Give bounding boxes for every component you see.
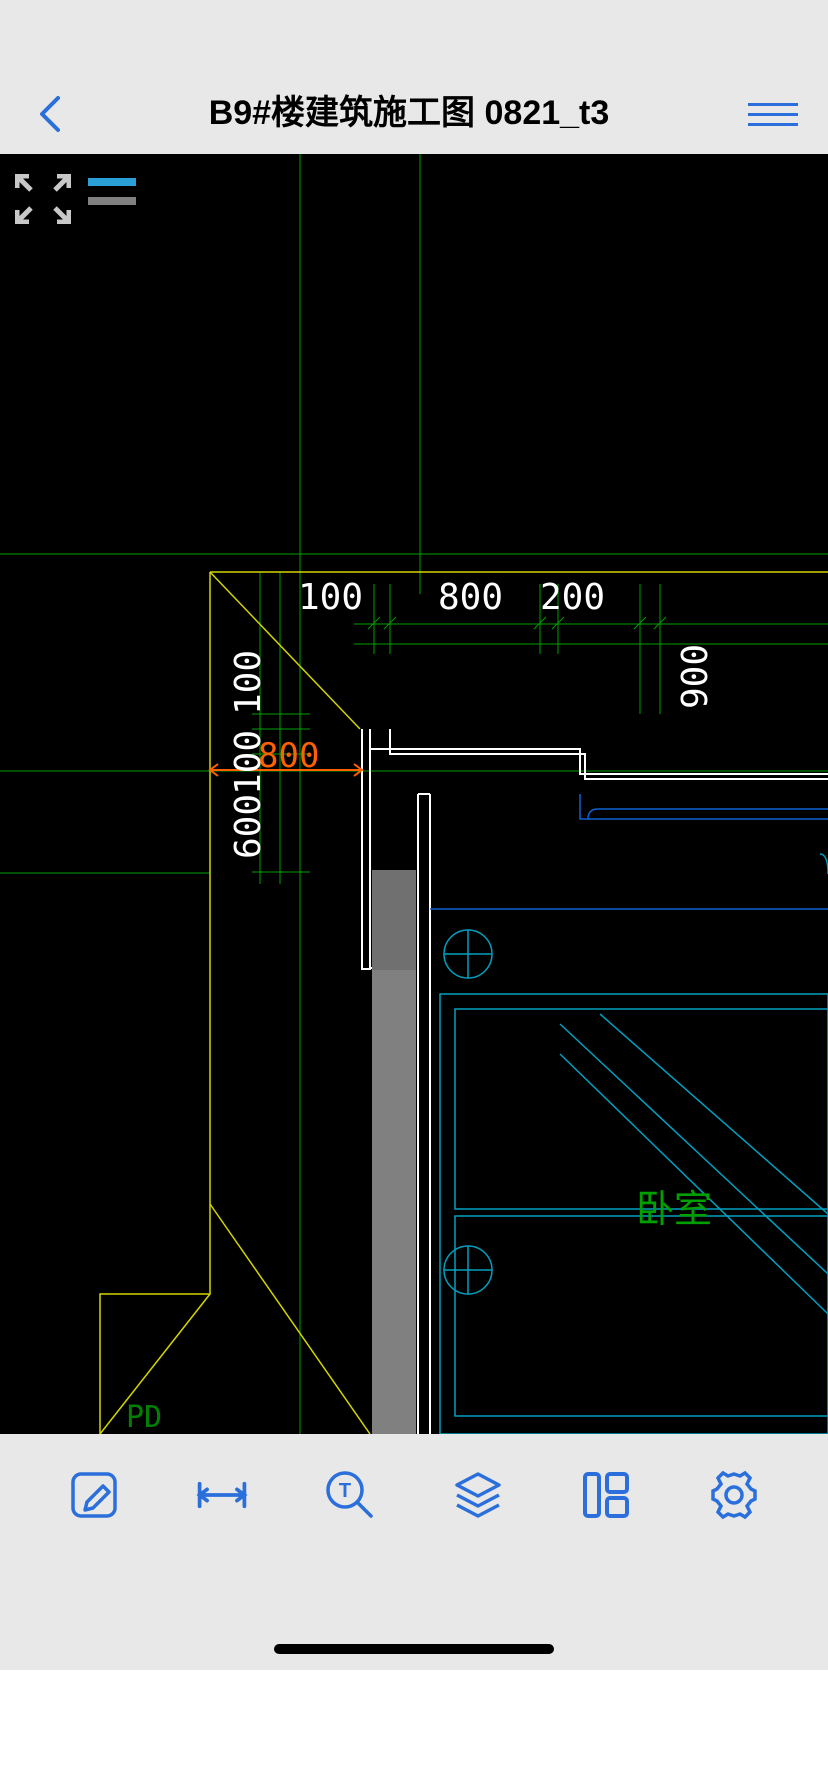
measure-button[interactable]	[194, 1467, 250, 1523]
dim-label: 600	[228, 794, 269, 859]
header-bar: B9#楼建筑施工图 0821_t3	[0, 0, 828, 154]
dim-label: 200	[540, 577, 605, 618]
cad-drawing	[0, 154, 828, 1434]
menu-line-icon	[748, 113, 798, 116]
dim-highlight-label: 800	[258, 736, 319, 776]
settings-button[interactable]	[706, 1467, 762, 1523]
drawing-canvas[interactable]: 100 800 200 900 100 100 600 800 卧室 PD	[0, 154, 828, 1434]
layers-button[interactable]	[450, 1467, 506, 1523]
layout-button[interactable]	[578, 1467, 634, 1523]
dim-label: 800	[438, 577, 503, 618]
menu-line-icon	[748, 103, 798, 106]
svg-text:T: T	[339, 1480, 351, 1502]
text-search-button[interactable]: T	[322, 1467, 378, 1523]
dim-label: 100	[298, 577, 363, 618]
pd-label: PD	[126, 1400, 162, 1434]
bottom-toolbar: T	[0, 1434, 828, 1556]
dim-label: 100	[228, 650, 269, 715]
bottom-area: T	[0, 1434, 828, 1670]
room-label: 卧室	[636, 1178, 712, 1233]
home-indicator[interactable]	[274, 1644, 554, 1654]
back-button[interactable]	[30, 94, 70, 134]
edit-button[interactable]	[66, 1467, 122, 1523]
dim-label: 900	[675, 644, 716, 709]
menu-line-icon	[748, 123, 798, 126]
page-title: B9#楼建筑施工图 0821_t3	[70, 85, 748, 134]
menu-button[interactable]	[748, 94, 798, 134]
